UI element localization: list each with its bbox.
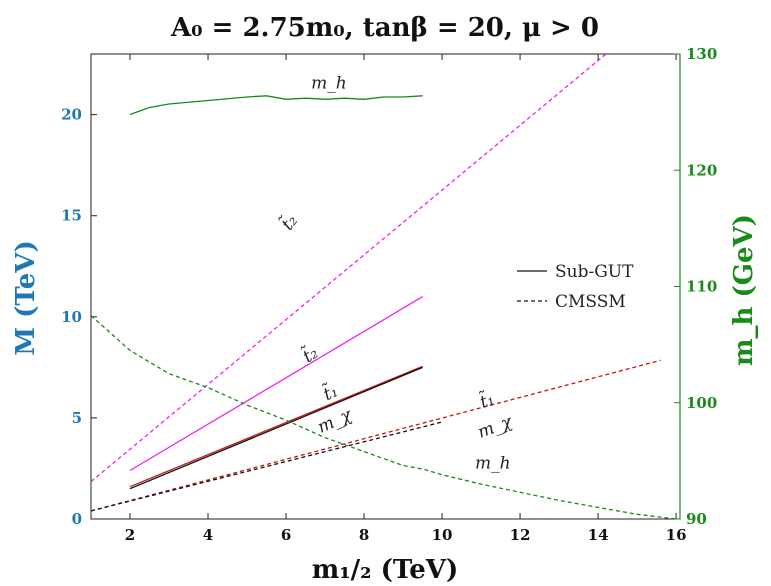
- legend-label: CMSSM: [555, 292, 626, 312]
- series-line-5: [91, 359, 661, 512]
- x-tick-label: 16: [666, 526, 687, 544]
- y-left-tick-label: 10: [61, 308, 82, 326]
- y-right-tick-label: 90: [686, 510, 707, 528]
- annotation-5: t̃₁: [477, 388, 497, 413]
- y-right-tick-label: 120: [686, 161, 717, 179]
- y-right-tick-label: 130: [686, 45, 717, 63]
- x-tick-label: 4: [203, 526, 213, 544]
- plot-frame: [90, 53, 681, 520]
- chart-title: A₀ = 2.75m₀, tanβ = 20, μ > 0: [170, 13, 599, 43]
- x-axis-label: m₁/₂ (TeV): [312, 555, 459, 585]
- y-left-tick-label: 20: [61, 106, 82, 124]
- annotation-6: m_χ: [475, 411, 516, 442]
- y-axis-right-label: m_h (GeV): [729, 214, 759, 366]
- legend: Sub-GUT CMSSM: [517, 262, 634, 312]
- x-tick-label: 14: [588, 526, 609, 544]
- series-line-1: [129, 365, 423, 488]
- y-left-tick-label: 5: [72, 409, 82, 427]
- series-line-0: [129, 296, 423, 472]
- x-tick-label: 2: [125, 526, 135, 544]
- x-tick-label: 12: [510, 526, 531, 544]
- y-axis-left-label: M (TeV): [11, 240, 41, 356]
- x-tick-label: 8: [359, 526, 369, 544]
- annotation-0: m_h: [311, 73, 347, 93]
- x-tick-label: 6: [281, 526, 291, 544]
- series-group: [91, 54, 677, 519]
- y-left-tick-label: 0: [72, 510, 82, 528]
- annotation-7: m_h: [475, 453, 511, 473]
- series-line-6: [91, 421, 443, 512]
- annotation-1: t̃₂: [276, 210, 302, 234]
- y-right-tick-label: 100: [686, 394, 717, 412]
- series-line-7: [91, 315, 677, 519]
- series-line-3: [129, 95, 423, 116]
- legend-label: Sub-GUT: [555, 262, 634, 282]
- y-right-tick-label: 110: [686, 278, 717, 296]
- annotation-2: t̃₂: [299, 341, 322, 367]
- x-tick-label: 10: [432, 526, 453, 544]
- series-line-2: [129, 366, 423, 490]
- y-left-tick-label: 15: [61, 207, 82, 225]
